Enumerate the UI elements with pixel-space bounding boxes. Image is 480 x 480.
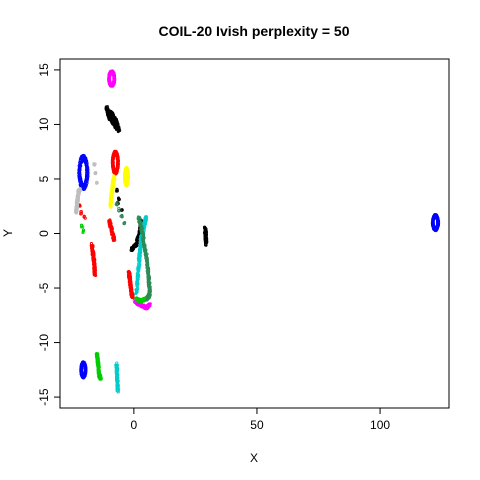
data-point	[92, 162, 96, 166]
data-point	[120, 208, 124, 212]
x-tick-label: 0	[131, 418, 138, 432]
data-point	[98, 376, 102, 380]
data-point	[112, 77, 116, 82]
y-tick-label: -15	[37, 388, 51, 406]
data-point	[120, 214, 124, 218]
data-point	[78, 174, 82, 178]
data-point	[123, 220, 127, 225]
data-point	[83, 368, 87, 372]
data-point	[144, 215, 148, 219]
y-tick-label: -5	[37, 282, 51, 293]
data-point	[115, 156, 119, 160]
data-point	[131, 295, 135, 300]
data-point	[145, 295, 149, 299]
data-point	[82, 215, 86, 219]
data-point	[112, 174, 116, 178]
data-point	[117, 197, 121, 201]
data-point	[116, 161, 120, 165]
x-axis: 0 50 100	[131, 407, 390, 432]
data-point	[79, 211, 84, 215]
data-point	[131, 294, 135, 298]
y-axis-label: Y	[1, 229, 15, 237]
data-point	[111, 238, 115, 243]
data-point	[79, 225, 84, 229]
data-point	[147, 303, 151, 307]
data-point	[117, 209, 121, 213]
data-point	[85, 171, 89, 176]
y-axis: -15 -10 -5 0 5 10 15	[37, 63, 61, 406]
data-point	[144, 216, 148, 221]
data-point	[78, 160, 82, 164]
data-point	[117, 206, 121, 210]
x-axis-label: X	[250, 451, 258, 465]
data-point	[94, 170, 98, 175]
data-point	[204, 243, 208, 247]
data-point	[93, 273, 97, 277]
data-point	[77, 188, 81, 192]
data-point	[116, 129, 120, 134]
x-tick-label: 100	[370, 418, 390, 432]
plot-area-frame	[59, 58, 450, 409]
data-point	[95, 181, 99, 185]
y-tick-label: 0	[37, 230, 51, 237]
data-point	[115, 201, 119, 205]
y-tick-label: -10	[37, 334, 51, 352]
data-point	[115, 126, 119, 130]
y-tick-label: 5	[37, 175, 51, 182]
data-point	[115, 189, 119, 193]
data-point	[436, 221, 440, 225]
data-point	[115, 187, 119, 191]
chart-title: COIL-20 Ivish perplexity = 50	[158, 23, 349, 39]
data-point	[136, 272, 140, 276]
points-layer	[74, 69, 441, 394]
data-point	[115, 389, 119, 393]
data-point	[92, 163, 96, 167]
data-point	[81, 225, 85, 229]
data-point	[116, 383, 120, 387]
data-point	[113, 238, 117, 242]
data-point	[141, 233, 146, 237]
y-tick-label: 15	[37, 63, 51, 77]
y-tick-label: 10	[37, 117, 51, 131]
x-tick-label: 50	[250, 418, 264, 432]
data-point	[126, 176, 130, 180]
data-point	[81, 229, 85, 234]
